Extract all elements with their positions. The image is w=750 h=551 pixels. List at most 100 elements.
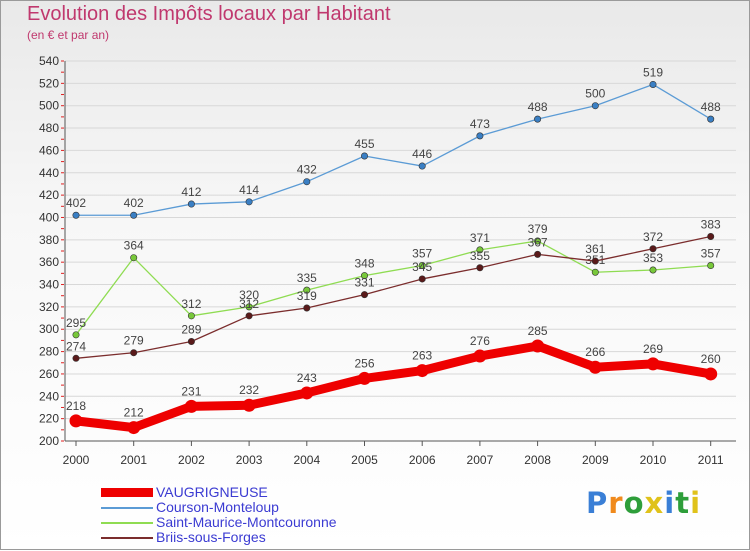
y-tick-label: 280 <box>39 345 59 359</box>
data-point <box>187 200 195 208</box>
data-point <box>127 421 141 435</box>
data-point <box>72 211 80 219</box>
data-point <box>534 250 542 258</box>
data-label: 355 <box>470 249 490 263</box>
data-label: 357 <box>701 247 721 261</box>
data-label: 256 <box>354 356 374 370</box>
data-point <box>242 398 256 412</box>
legend-label: Briis-sous-Forges <box>156 529 266 545</box>
data-label: 488 <box>528 100 548 114</box>
data-point <box>303 304 311 312</box>
y-tick-label: 340 <box>39 278 59 292</box>
legend-swatch <box>101 537 153 539</box>
data-label: 348 <box>354 257 374 271</box>
data-label: 263 <box>412 349 432 363</box>
data-point <box>130 211 138 219</box>
data-point <box>418 162 426 170</box>
data-point <box>473 349 487 363</box>
y-tick-label: 520 <box>39 76 59 90</box>
data-label: 260 <box>701 352 721 366</box>
data-label: 402 <box>124 196 144 210</box>
data-label: 345 <box>412 260 432 274</box>
series-line-3 <box>71 341 716 433</box>
data-point <box>707 232 715 240</box>
data-point <box>476 246 484 254</box>
data-point <box>649 245 657 253</box>
data-label: 364 <box>124 239 144 253</box>
data-point <box>649 80 657 88</box>
data-point <box>303 178 311 186</box>
data-label: 285 <box>528 324 548 338</box>
y-tick-label: 220 <box>39 412 59 426</box>
chart-subtitle: (en € et par an) <box>27 28 110 42</box>
data-label: 312 <box>181 297 201 311</box>
data-label: 361 <box>585 242 605 256</box>
legend-swatch <box>101 522 153 524</box>
logo-letter: i <box>690 486 702 520</box>
data-point <box>303 286 311 294</box>
y-tick-label: 480 <box>39 121 59 135</box>
x-tick-label: 2006 <box>409 453 436 467</box>
series-line-0 <box>75 83 712 216</box>
data-point <box>72 331 80 339</box>
legend-label: Courson-Monteloup <box>156 499 279 515</box>
x-tick-label: 2007 <box>467 453 494 467</box>
data-point <box>588 360 602 374</box>
data-point <box>184 399 198 413</box>
proxiti-logo: Proxiti <box>586 486 701 520</box>
data-point <box>707 262 715 270</box>
y-tick-label: 360 <box>39 255 59 269</box>
data-point <box>358 371 371 385</box>
x-tick-label: 2010 <box>640 453 667 467</box>
logo-letter: t <box>675 486 691 520</box>
y-tick-label: 320 <box>39 300 59 314</box>
y-tick-label: 300 <box>39 322 59 336</box>
logo-letter: r <box>608 486 624 520</box>
legend-swatch <box>101 488 153 497</box>
data-label: 500 <box>585 87 605 101</box>
data-label: 473 <box>470 117 490 131</box>
y-tick-label: 500 <box>39 99 59 113</box>
y-tick-label: 260 <box>39 367 59 381</box>
x-tick-label: 2003 <box>236 453 263 467</box>
data-label: 320 <box>239 288 259 302</box>
data-point <box>187 338 195 346</box>
data-label: 274 <box>66 339 86 353</box>
data-point <box>707 115 715 123</box>
data-point <box>591 102 599 110</box>
data-label: 243 <box>297 371 317 385</box>
data-point <box>300 386 314 400</box>
data-point <box>245 198 253 206</box>
data-label: 276 <box>470 334 490 348</box>
y-tick-label: 240 <box>39 389 59 403</box>
data-label: 371 <box>470 231 490 245</box>
data-label: 412 <box>181 185 201 199</box>
data-label: 402 <box>66 196 86 210</box>
data-label: 335 <box>297 271 317 285</box>
data-label: 218 <box>66 399 86 413</box>
data-label: 383 <box>701 217 721 231</box>
data-label: 266 <box>585 345 605 359</box>
data-label: 414 <box>239 183 259 197</box>
data-point <box>704 367 718 381</box>
x-tick-label: 2008 <box>524 453 551 467</box>
x-tick-label: 2000 <box>63 453 90 467</box>
data-label: 367 <box>528 235 548 249</box>
logo-letter: P <box>586 486 609 520</box>
data-label: 319 <box>297 289 317 303</box>
data-label: 372 <box>643 230 663 244</box>
data-point <box>187 312 195 320</box>
data-point <box>649 266 657 274</box>
data-point <box>646 357 660 371</box>
data-point <box>591 257 599 265</box>
data-point <box>418 262 426 270</box>
legend-label: Saint-Maurice-Montcouronne <box>156 514 337 530</box>
data-point <box>130 349 138 357</box>
y-tick-label: 200 <box>39 434 59 448</box>
chart-title: Evolution des Impôts locaux par Habitant <box>27 3 391 25</box>
data-label: 379 <box>528 222 548 236</box>
data-label: 212 <box>124 406 144 420</box>
x-tick-label: 2005 <box>351 453 378 467</box>
data-point <box>476 264 484 272</box>
